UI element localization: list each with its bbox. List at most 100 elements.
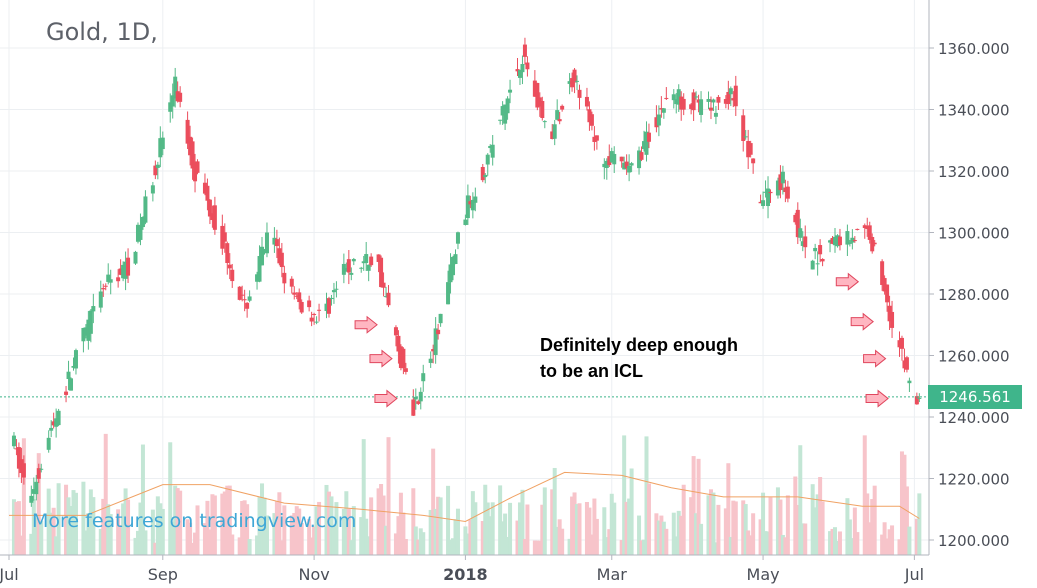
candle-body <box>36 468 41 479</box>
volume-bar <box>733 501 738 555</box>
volume-bar <box>542 487 547 555</box>
volume-bar <box>795 504 800 555</box>
candle-body <box>386 292 391 306</box>
volume-bar <box>803 523 808 555</box>
candle-body <box>570 78 575 88</box>
volume-bar <box>71 490 76 555</box>
volume-bar <box>532 540 537 555</box>
candle-body <box>202 182 207 194</box>
volume-bar <box>537 540 542 555</box>
candle-body <box>143 196 148 223</box>
annotation-arrow <box>863 349 887 368</box>
candle-body <box>575 80 580 82</box>
candle-body <box>123 261 128 279</box>
candle-body <box>468 201 473 205</box>
volume-bar <box>344 491 349 555</box>
volume-bars <box>11 433 922 555</box>
annotation-arrow <box>850 312 874 331</box>
candle-body <box>488 145 493 149</box>
volume-bar <box>242 500 247 555</box>
volume-bar <box>731 500 736 555</box>
volume-bar <box>830 528 835 555</box>
volume-bar <box>872 485 877 555</box>
candle-body <box>403 368 408 372</box>
volume-bar <box>225 485 230 555</box>
x-tick-label: Sep <box>148 565 178 584</box>
time-axis: Jul Sep Nov 2018 Mar May Jul <box>0 555 924 584</box>
candle-body <box>455 232 460 244</box>
volume-bar <box>728 536 733 555</box>
volume-bar <box>175 488 180 555</box>
volume-bar <box>890 525 895 555</box>
candle-body <box>11 435 16 447</box>
volume-bar <box>451 538 456 555</box>
candle-body <box>691 92 696 111</box>
candle-body <box>505 98 510 114</box>
candle-body <box>828 240 833 243</box>
volume-bar <box>123 488 128 555</box>
price-axis: 1360.000 1340.000 1320.000 1300.000 1280.000… <box>929 40 1010 550</box>
candle-body <box>21 463 26 478</box>
volume-bar <box>609 493 614 555</box>
candle-body <box>609 151 614 163</box>
volume-bar <box>135 530 140 555</box>
volume-bar <box>798 445 803 555</box>
candle-body <box>237 286 242 300</box>
volume-bar <box>331 524 336 555</box>
candle-body <box>917 397 922 399</box>
candle-body <box>780 171 785 184</box>
candle-body <box>815 263 820 265</box>
candle-body <box>820 258 825 262</box>
volume-bar <box>140 444 145 555</box>
candle-body <box>88 310 93 334</box>
candle-body <box>116 277 121 282</box>
volume-bar <box>592 498 597 555</box>
candle-body <box>500 106 505 116</box>
candle-body <box>175 91 180 102</box>
candle-body <box>664 97 669 99</box>
volume-bar <box>696 458 701 555</box>
volume-bar <box>98 528 103 555</box>
volume-bar <box>775 487 780 555</box>
volume-bar <box>212 495 217 555</box>
candle-body <box>522 44 527 57</box>
volume-bar <box>572 492 577 555</box>
volume-bar <box>646 483 651 555</box>
volume-bar <box>16 501 21 555</box>
candle-body <box>411 399 416 416</box>
tradingview-watermark[interactable]: More features on tradingview.com <box>32 510 357 532</box>
volume-bar <box>637 515 642 555</box>
candle-body <box>485 154 490 165</box>
volume-bar <box>508 502 513 555</box>
volume-bar <box>51 507 56 555</box>
chart-title: Gold, 1D, <box>46 18 158 46</box>
candle-body <box>731 98 736 101</box>
candle-body <box>872 242 877 245</box>
candle-body <box>498 119 503 121</box>
candle-body <box>212 205 217 230</box>
candle-body <box>751 158 756 164</box>
candle-body <box>361 261 366 264</box>
volume-bar <box>64 484 69 555</box>
volume-bar <box>257 496 262 555</box>
y-tick-label: 1320.000 <box>938 163 1010 181</box>
candle-body <box>245 302 250 309</box>
candle-body <box>324 303 329 312</box>
y-tick-label: 1200.000 <box>938 532 1010 550</box>
volume-bar <box>535 540 540 555</box>
candle-body <box>624 161 629 169</box>
volume-bar <box>240 500 245 555</box>
candle-body <box>121 264 126 279</box>
volume-bar <box>664 528 669 555</box>
volume-bar <box>396 516 401 555</box>
candle-body <box>292 292 297 295</box>
candle-body <box>813 247 818 252</box>
volume-bar <box>103 433 108 555</box>
candle-body <box>778 174 783 191</box>
candle-body <box>589 114 594 126</box>
volume-bar <box>661 521 666 555</box>
candle-body <box>34 481 39 495</box>
volume-bar <box>299 522 304 555</box>
candle-body <box>537 97 542 107</box>
